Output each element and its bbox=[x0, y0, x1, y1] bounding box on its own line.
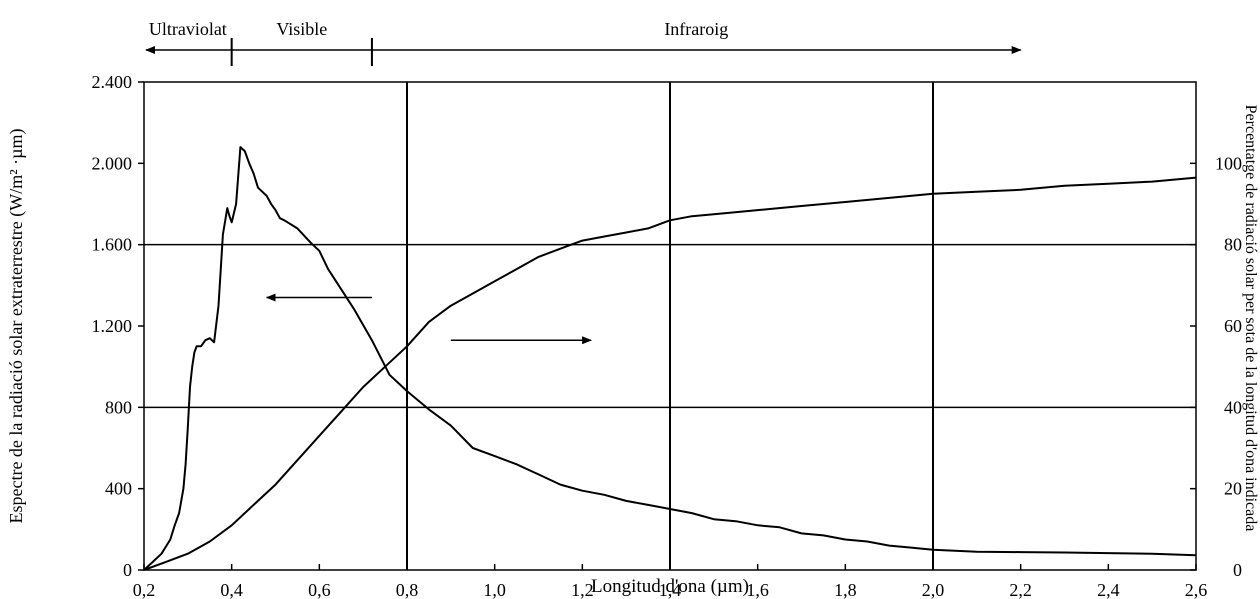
x-tick-label: 0,2 bbox=[133, 580, 156, 599]
band-label: Infraroig bbox=[664, 19, 728, 39]
right-tick-label: 40 bbox=[1224, 397, 1242, 417]
x-tick-label: 2,6 bbox=[1185, 580, 1208, 599]
x-tick-label: 0,4 bbox=[220, 580, 243, 599]
right-axis: 0 20 40 60 80 100 bbox=[1190, 153, 1242, 580]
left-tick-label: 400 bbox=[105, 479, 132, 499]
left-tick-label: 800 bbox=[105, 397, 132, 417]
left-axis: 0 400 800 1.200 1.600 2.000 2.400 bbox=[92, 72, 144, 580]
x-tick-label: 0,8 bbox=[396, 580, 419, 599]
x-tick-label: 1,8 bbox=[834, 580, 857, 599]
spectral-bands: Ultraviolat Visible Infraroig bbox=[145, 19, 1022, 66]
left-tick-label: 0 bbox=[123, 560, 132, 580]
left-tick-label: 1.200 bbox=[92, 316, 133, 336]
right-tick-label: 0 bbox=[1233, 560, 1242, 580]
spectrum-series-line bbox=[143, 146, 1197, 571]
left-axis-title: Espectre de la radiació solar extraterre… bbox=[6, 128, 27, 523]
series-layer bbox=[143, 146, 1197, 571]
x-tick-label: 2,2 bbox=[1009, 580, 1032, 599]
left-tick-label: 2.400 bbox=[92, 72, 133, 92]
x-tick-label: 0,6 bbox=[308, 580, 331, 599]
right-tick-label: 20 bbox=[1224, 479, 1242, 499]
right-axis-title: Percentatge de radiació solar per sota d… bbox=[1242, 105, 1259, 532]
cumulative-percentage-series-line bbox=[143, 176, 1197, 571]
x-axis: 0,2 0,4 0,6 0,8 1,0 1,2 1,4 1,6 1,8 2,0 2,2 2,4 2,6 bbox=[133, 564, 1208, 599]
x-tick-label: 2,4 bbox=[1097, 580, 1120, 599]
annotation-arrows bbox=[265, 293, 593, 345]
x-tick-label: 1,6 bbox=[746, 580, 769, 599]
right-tick-label: 60 bbox=[1224, 316, 1242, 336]
left-tick-label: 1.600 bbox=[92, 235, 133, 255]
right-tick-label: 80 bbox=[1224, 235, 1242, 255]
x-axis-title: Longitud d'ona (µm) bbox=[591, 576, 749, 597]
band-label: Ultraviolat bbox=[149, 19, 227, 39]
x-tick-label: 1,2 bbox=[571, 580, 594, 599]
gridlines bbox=[144, 82, 1196, 570]
right-tick-label: 100 bbox=[1215, 153, 1242, 173]
x-tick-label: 1,0 bbox=[483, 580, 506, 599]
left-tick-label: 2.000 bbox=[92, 153, 133, 173]
band-label: Visible bbox=[276, 19, 327, 39]
x-tick-label: 2,0 bbox=[922, 580, 945, 599]
x-tick-label: 1,4 bbox=[659, 580, 682, 599]
